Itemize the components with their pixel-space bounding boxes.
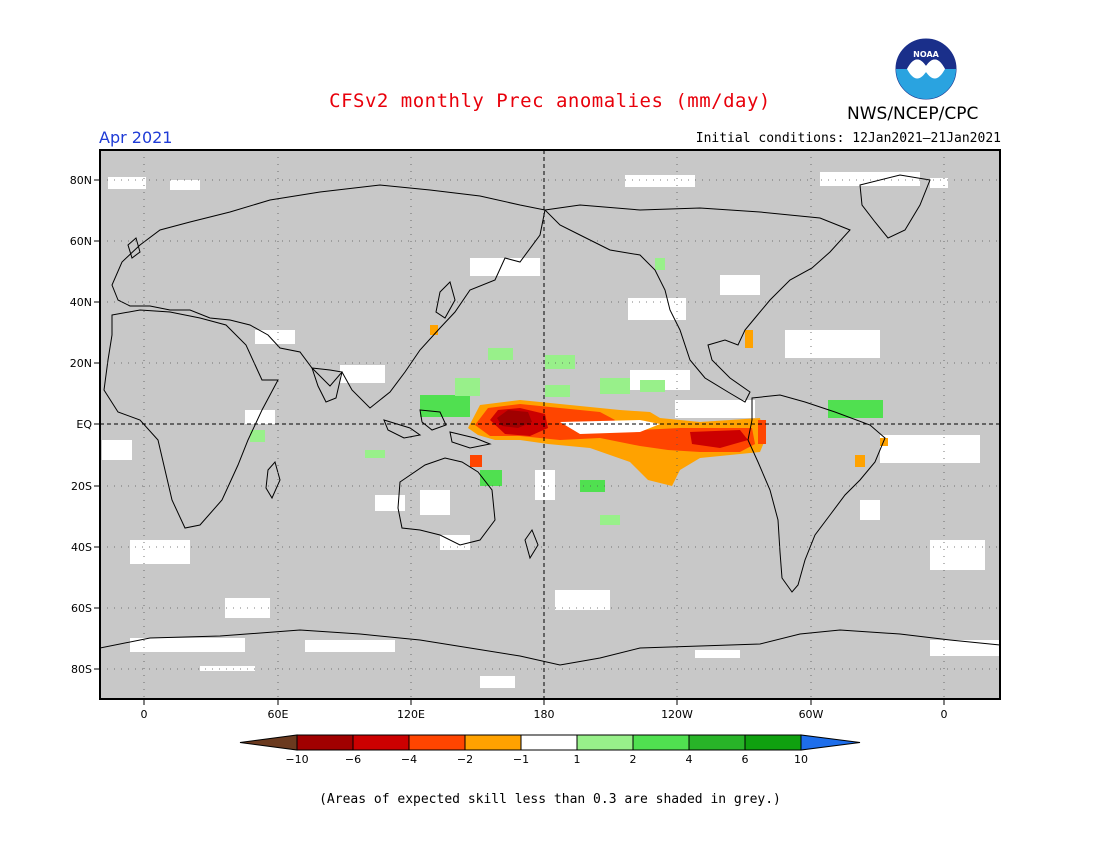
colorbar-bin	[688, 734, 746, 751]
colorbar: −10 −6 −4 −2 −1 1 2 4 6 10	[239, 734, 861, 766]
colorbar-label: 6	[742, 753, 749, 766]
colorbar-label: −4	[401, 753, 417, 766]
initial-conditions: Initial conditions: 12Jan2021–21Jan2021	[695, 131, 1001, 146]
colorbar-bin	[632, 734, 690, 751]
noaa-logo-icon: NOAA	[895, 38, 957, 100]
colorbar-label: 4	[686, 753, 693, 766]
lat-label: 40N	[70, 296, 92, 309]
coastlines	[100, 174, 1000, 666]
wet-anomaly-areas	[250, 258, 883, 525]
colorbar-label: 10	[794, 753, 808, 766]
dry-anomaly-areas	[430, 325, 888, 486]
valid-month: Apr 2021	[99, 128, 173, 147]
lon-label: 60W	[799, 708, 824, 721]
lat-label: 80S	[71, 663, 92, 676]
lat-label: 60S	[71, 602, 92, 615]
colorbar-bin	[464, 734, 522, 751]
colorbar-label: 2	[630, 753, 637, 766]
colorbar-bin	[576, 734, 634, 751]
colorbar-bin	[408, 734, 466, 751]
lon-label: 120E	[397, 708, 425, 721]
lon-label: 120W	[661, 708, 693, 721]
colorbar-label: −2	[457, 753, 473, 766]
skill-footnote: (Areas of expected skill less than 0.3 a…	[319, 792, 781, 807]
graticule	[100, 150, 1000, 699]
lat-label: 80N	[70, 174, 92, 187]
lat-label: 40S	[71, 541, 92, 554]
colorbar-label: −10	[285, 753, 308, 766]
lon-label: 0	[141, 708, 148, 721]
lon-label: 60E	[268, 708, 289, 721]
colorbar-bin	[352, 734, 410, 751]
lon-label: 0	[941, 708, 948, 721]
colorbar-label: −6	[345, 753, 361, 766]
colorbar-bin	[520, 734, 578, 751]
organization-label: NWS/NCEP/CPC	[847, 104, 979, 124]
colorbar-min-arrow	[239, 734, 298, 751]
logo-text: NOAA	[913, 50, 939, 59]
lon-label: 180	[534, 708, 555, 721]
equator-dateline	[100, 150, 1000, 699]
lat-label: 60N	[70, 235, 92, 248]
lat-label: EQ	[76, 418, 92, 431]
map-title: CFSv2 monthly Prec anomalies (mm/day)	[329, 90, 771, 112]
colorbar-label: 1	[574, 753, 581, 766]
near-normal-areas	[102, 172, 1000, 688]
lat-label: 20N	[70, 357, 92, 370]
colorbar-bin	[296, 734, 354, 751]
colorbar-bin	[744, 734, 802, 751]
lat-label: 20S	[71, 480, 92, 493]
colorbar-max-arrow	[800, 734, 861, 751]
colorbar-label: −1	[513, 753, 529, 766]
